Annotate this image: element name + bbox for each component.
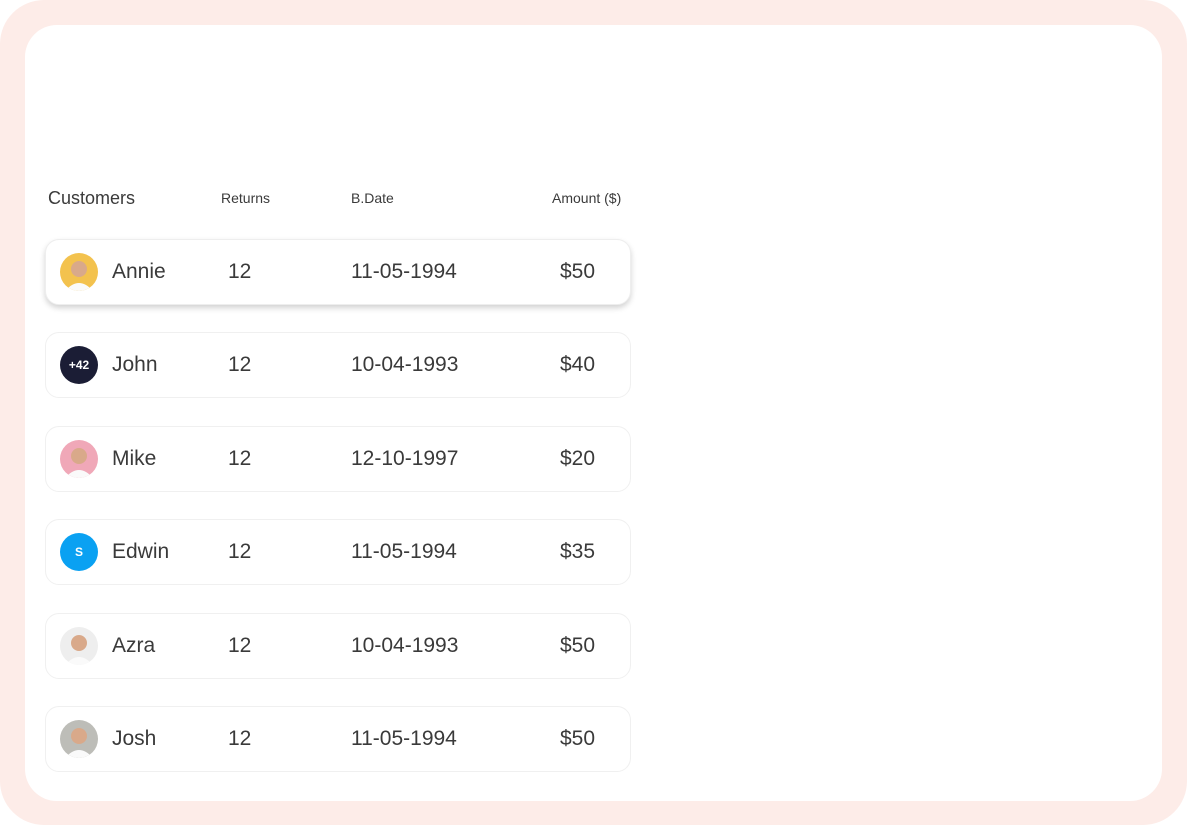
avatar-initials: +42	[60, 346, 98, 384]
amount-value: $50	[560, 727, 596, 750]
returns-value: 12	[228, 260, 252, 283]
customer-name: John	[112, 353, 158, 376]
header-amount: Amount ($)	[552, 190, 622, 206]
birth-date: 10-04-1993	[351, 353, 459, 376]
table-row[interactable]: Josh 12 11-05-1994 $50	[45, 706, 631, 772]
birth-date: 11-05-1994	[351, 727, 457, 750]
avatar-photo	[60, 627, 98, 665]
customer-name: Annie	[112, 260, 166, 283]
returns-value: 12	[228, 447, 252, 470]
avatar-photo	[60, 253, 98, 291]
amount-value: $50	[560, 634, 596, 657]
customer-name: Mike	[112, 447, 157, 470]
table-row[interactable]: Azra 12 10-04-1993 $50	[45, 613, 631, 679]
avatar-photo	[60, 720, 98, 758]
content-panel	[25, 25, 1162, 801]
returns-value: 12	[228, 353, 252, 376]
amount-value: $20	[560, 447, 596, 470]
header-customers: Customers	[48, 188, 136, 208]
returns-value: 12	[228, 727, 252, 750]
returns-value: 12	[228, 634, 252, 657]
amount-value: $40	[560, 353, 596, 376]
amount-value: $35	[560, 540, 596, 563]
header-bdate: B.Date	[351, 190, 394, 206]
amount-value: $50	[560, 260, 596, 283]
birth-date: 11-05-1994	[351, 260, 457, 283]
table-row[interactable]: +42 John 12 10-04-1993 $40	[45, 332, 631, 398]
birth-date: 11-05-1994	[351, 540, 457, 563]
table-row[interactable]: Mike 12 12-10-1997 $20	[45, 426, 631, 492]
customer-name: Josh	[112, 727, 157, 750]
header-returns: Returns	[221, 190, 271, 206]
avatar-text: +42	[68, 358, 90, 372]
avatar-text: S	[74, 545, 83, 559]
customer-name: Edwin	[112, 540, 170, 563]
avatar-photo	[60, 440, 98, 478]
birth-date: 10-04-1993	[351, 634, 459, 657]
birth-date: 12-10-1997	[351, 447, 459, 470]
table-row[interactable]: Annie 12 11-05-1994 $50	[45, 239, 631, 305]
returns-value: 12	[228, 540, 252, 563]
customer-name: Azra	[112, 634, 156, 657]
table-row[interactable]: S Edwin 12 11-05-1994 $35	[45, 519, 631, 585]
avatar-initials: S	[60, 533, 98, 571]
